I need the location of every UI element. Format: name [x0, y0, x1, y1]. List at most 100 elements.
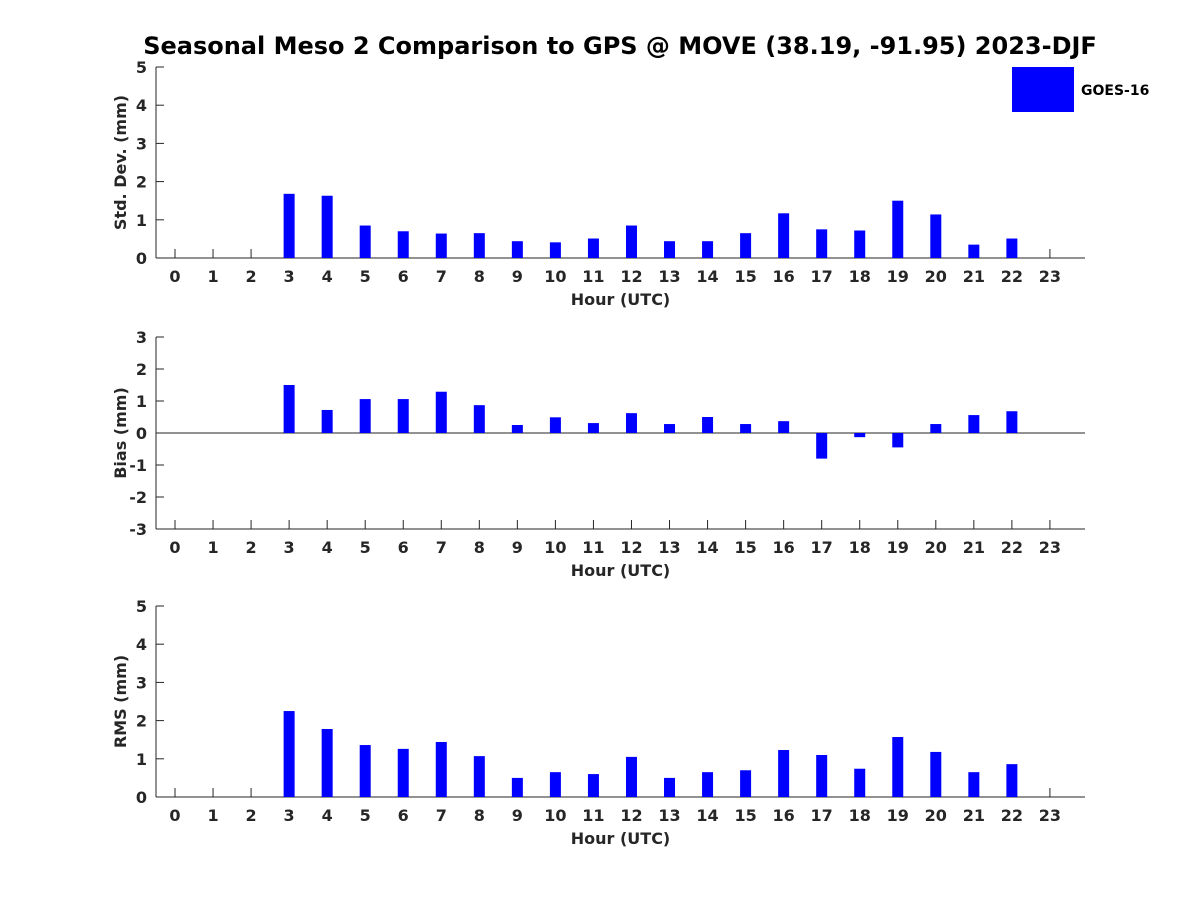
bar [968, 244, 980, 258]
x-tick-label: 13 [658, 806, 680, 825]
x-tick-label: 6 [398, 267, 409, 286]
x-tick-label: 5 [360, 267, 371, 286]
x-tick-label: 17 [811, 806, 833, 825]
bar [664, 424, 676, 433]
x-tick-label: 16 [773, 806, 795, 825]
bar [625, 225, 637, 258]
bar [930, 751, 942, 797]
x-axis-label: Hour (UTC) [571, 561, 671, 580]
x-tick-label: 1 [207, 267, 218, 286]
bar [359, 225, 371, 258]
x-tick-label: 18 [849, 538, 871, 557]
bar [664, 777, 676, 797]
y-tick-label: -1 [129, 456, 147, 475]
x-tick-label: 10 [544, 806, 566, 825]
bar [1006, 411, 1018, 433]
bar [625, 413, 637, 433]
bar [930, 424, 942, 433]
x-tick-label: 1 [207, 538, 218, 557]
x-tick-label: 19 [887, 806, 909, 825]
x-tick-label: 3 [284, 267, 295, 286]
bar [435, 391, 447, 433]
y-tick-label: -2 [129, 488, 147, 507]
bar [549, 242, 561, 258]
x-tick-label: 0 [169, 806, 180, 825]
x-tick-label: 8 [474, 538, 485, 557]
bar [930, 214, 942, 258]
x-tick-label: 18 [849, 806, 871, 825]
bar [549, 772, 561, 797]
x-tick-label: 14 [696, 267, 718, 286]
bar [968, 772, 980, 797]
x-tick-label: 4 [322, 538, 333, 557]
bar [283, 385, 295, 433]
y-axis-label: Std. Dev. (mm) [111, 95, 130, 230]
x-tick-label: 20 [925, 267, 947, 286]
y-tick-label: 2 [136, 712, 147, 731]
y-tick-label: 3 [136, 673, 147, 692]
x-tick-label: 5 [360, 806, 371, 825]
x-tick-label: 5 [360, 538, 371, 557]
x-tick-label: 9 [512, 267, 523, 286]
x-tick-label: 15 [734, 806, 756, 825]
x-tick-label: 11 [582, 538, 604, 557]
bar [473, 405, 485, 433]
x-tick-label: 3 [284, 806, 295, 825]
x-tick-label: 12 [620, 806, 642, 825]
x-tick-label: 14 [696, 538, 718, 557]
x-tick-label: 4 [322, 267, 333, 286]
bar [321, 729, 333, 797]
x-tick-label: 13 [658, 267, 680, 286]
x-tick-label: 16 [773, 538, 795, 557]
legend-swatch [1012, 67, 1074, 112]
y-tick-label: 4 [136, 635, 147, 654]
bar [587, 423, 599, 433]
bar [587, 774, 599, 797]
y-tick-label: 0 [136, 424, 147, 443]
bar [321, 195, 333, 258]
x-tick-label: 7 [436, 806, 447, 825]
x-tick-label: 2 [246, 806, 257, 825]
bar [435, 233, 447, 258]
x-tick-label: 21 [963, 806, 985, 825]
x-tick-label: 23 [1039, 267, 1061, 286]
x-tick-label: 21 [963, 267, 985, 286]
bar [816, 754, 828, 797]
bar [435, 741, 447, 797]
y-axis-label: Bias (mm) [111, 387, 130, 479]
legend-label: GOES-16 [1081, 83, 1149, 99]
x-tick-label: 23 [1039, 538, 1061, 557]
y-tick-label: 2 [136, 173, 147, 192]
bar [397, 231, 409, 258]
x-tick-label: 15 [734, 267, 756, 286]
x-tick-label: 17 [811, 267, 833, 286]
chart-title: Seasonal Meso 2 Comparison to GPS @ MOVE… [143, 32, 1097, 60]
bar [702, 241, 714, 258]
bar [1006, 238, 1018, 258]
y-tick-label: -3 [129, 520, 147, 539]
x-tick-label: 9 [512, 806, 523, 825]
bar [778, 421, 790, 433]
x-tick-label: 20 [925, 806, 947, 825]
bar [283, 193, 295, 258]
bar [892, 433, 904, 448]
bar [511, 241, 523, 258]
x-axis-label: Hour (UTC) [571, 290, 671, 309]
x-tick-label: 15 [734, 538, 756, 557]
bar [473, 233, 485, 258]
x-tick-label: 6 [398, 538, 409, 557]
x-tick-label: 10 [544, 538, 566, 557]
bar [625, 756, 637, 797]
x-tick-label: 19 [887, 267, 909, 286]
y-tick-label: 1 [136, 392, 147, 411]
x-tick-label: 7 [436, 538, 447, 557]
bar [892, 200, 904, 258]
x-tick-label: 21 [963, 538, 985, 557]
bar [968, 415, 980, 433]
bar [1006, 764, 1018, 797]
x-tick-label: 6 [398, 806, 409, 825]
x-axis-label: Hour (UTC) [571, 829, 671, 848]
y-tick-label: 1 [136, 211, 147, 230]
